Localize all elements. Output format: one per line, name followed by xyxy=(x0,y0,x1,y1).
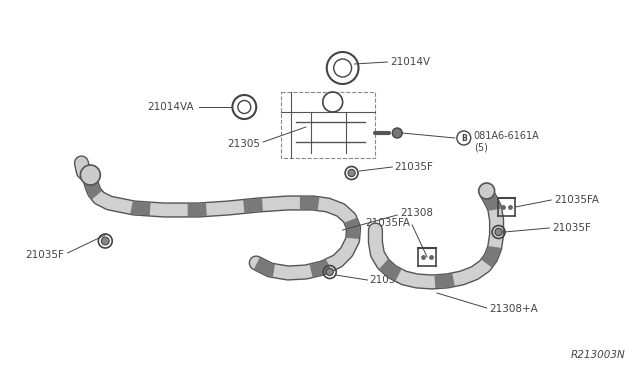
Text: 21035FA: 21035FA xyxy=(554,195,599,205)
Text: 21308: 21308 xyxy=(400,208,433,218)
Text: 21035F: 21035F xyxy=(369,275,408,285)
Circle shape xyxy=(495,228,502,235)
Circle shape xyxy=(348,169,355,177)
Circle shape xyxy=(101,237,109,245)
Text: 21035F: 21035F xyxy=(26,250,65,260)
Text: 21308+A: 21308+A xyxy=(490,304,538,314)
Circle shape xyxy=(479,183,495,199)
Circle shape xyxy=(81,165,100,185)
Circle shape xyxy=(392,128,402,138)
Text: R213003N: R213003N xyxy=(571,350,626,360)
Text: B: B xyxy=(461,134,467,142)
Text: (5): (5) xyxy=(474,142,488,152)
Text: 21035F: 21035F xyxy=(394,162,433,172)
Text: 21305: 21305 xyxy=(227,139,260,149)
Text: 081A6-6161A: 081A6-6161A xyxy=(474,131,540,141)
Text: 21014V: 21014V xyxy=(390,57,431,67)
Text: 21035FA: 21035FA xyxy=(365,218,410,228)
Text: 21035F: 21035F xyxy=(552,223,591,233)
Text: 21014VA: 21014VA xyxy=(147,102,194,112)
Circle shape xyxy=(326,268,333,276)
